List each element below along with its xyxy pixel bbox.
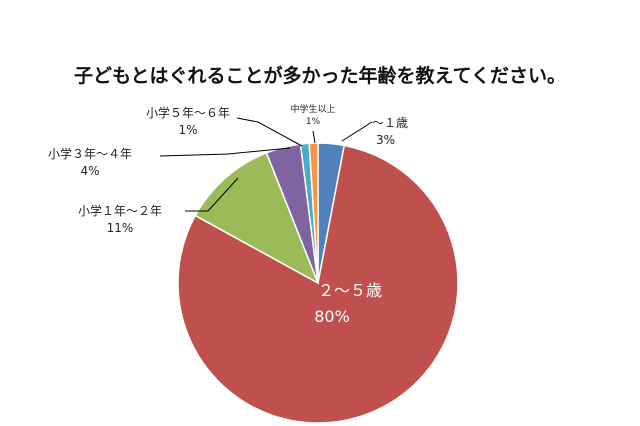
leader-line (341, 121, 373, 142)
pie-slice (194, 151, 320, 285)
slice-percent-label: 3% (376, 133, 395, 147)
pie-slice (177, 144, 459, 424)
slice-label: ２～５歳 (318, 281, 382, 300)
slice-labels: ～１歳 3% ２～５歳 80% 小学１年～２年 11% 小学３年～４年 4% 小学５年～６年 1%… (48, 103, 408, 326)
slice-label: 中学生以上 (290, 103, 335, 115)
pie-slice (308, 142, 319, 284)
slice-percent-label: 80% (314, 307, 350, 326)
slice-percent-label: 1% (306, 117, 321, 127)
slice-percent-label: 4% (80, 164, 99, 178)
leader-lines (159, 117, 373, 212)
slice-label: 小学５年～６年 (146, 105, 230, 120)
leader-line (236, 117, 303, 147)
slice-label: 小学３年～４年 (48, 146, 132, 161)
leader-line (159, 147, 291, 157)
chart-title: 子どもとはぐれることが多かった年齢を教えてください。 (74, 64, 566, 87)
leader-line (312, 130, 316, 144)
slice-percent-label: 1% (178, 123, 197, 137)
slice-label: 小学１年～２年 (78, 203, 162, 218)
pie-slices (177, 142, 459, 424)
slice-percent-label: 11% (107, 221, 134, 235)
slice-label: ～１歳 (372, 116, 408, 130)
leader-line (185, 177, 239, 212)
